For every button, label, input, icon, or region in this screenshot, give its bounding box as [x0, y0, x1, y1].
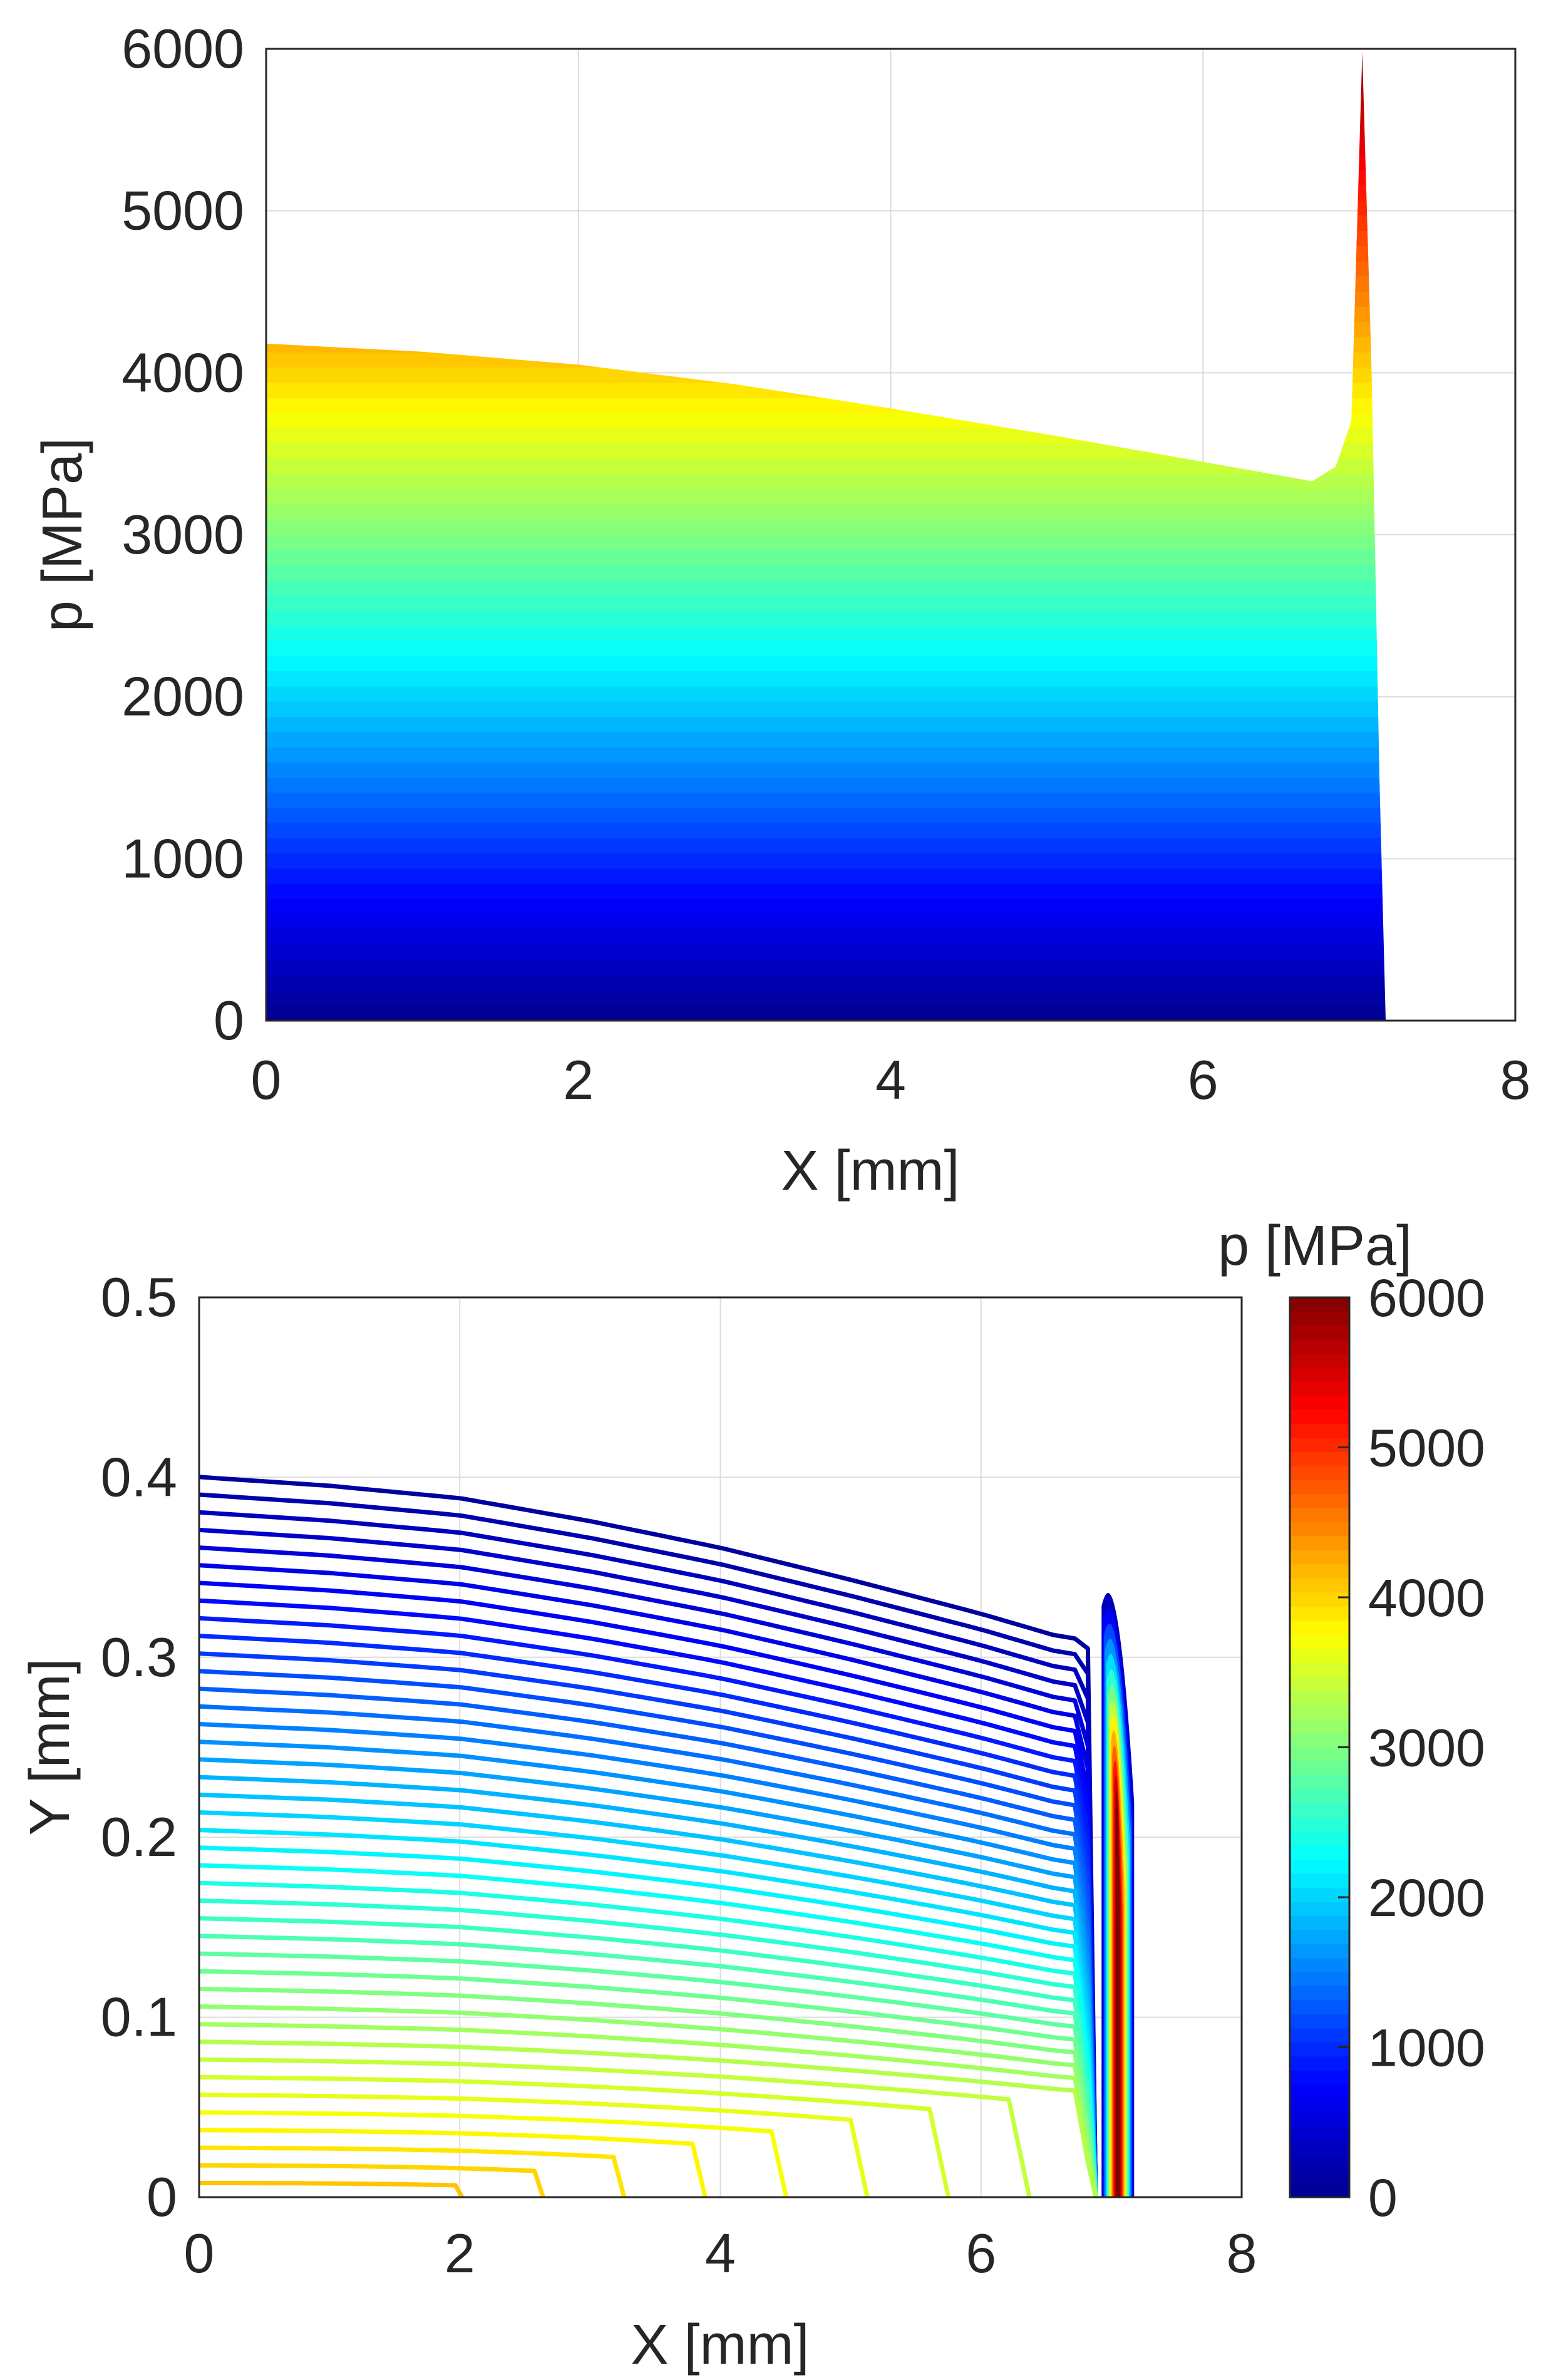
contour-line: [199, 1810, 1098, 2197]
y-tick-label: 0: [147, 2166, 177, 2228]
axes-box-1: [265, 48, 1517, 1022]
contour-line: [199, 2163, 545, 2197]
colorbar-tick-label: 2000: [1368, 1868, 1485, 1927]
y-tick-label: 4000: [121, 341, 244, 403]
colorbar-ticks: 0 1000 2000 3000 4000 5000 6000: [1338, 1269, 1485, 2227]
contour-line: [199, 1863, 1098, 2197]
contour-line: [199, 1580, 1098, 2197]
colorbar-tick-label: 0: [1368, 2168, 1398, 2227]
contour-line: [199, 1492, 1098, 2197]
contour-line: [199, 1527, 1098, 2197]
x-tick-label: 8: [1500, 1049, 1531, 1111]
contour-line: [199, 1880, 1098, 2197]
y-tick-label: 5000: [121, 180, 244, 242]
y-tick-label: 0.5: [101, 1266, 177, 1328]
ticks-2: 0 2 4 6 8 0 0.1 0.2 0.3 0.4 0.5: [101, 1266, 1257, 2284]
y-tick-label: 0.1: [101, 1986, 177, 2048]
contour-line: [199, 1510, 1098, 2197]
colorbar-tick-label: 5000: [1368, 1419, 1485, 1478]
x-tick-label: 2: [445, 2222, 475, 2284]
contour-line: [199, 1722, 1098, 2197]
contour-line: [199, 1951, 1098, 2197]
x-tick-label: 0: [184, 2222, 215, 2284]
contour-line: [199, 1986, 1098, 2197]
pressure-area: [266, 52, 1386, 1021]
y-tick-label: 2000: [121, 666, 244, 728]
contour-line: [199, 2022, 1098, 2197]
contour-line: [199, 1563, 1098, 2197]
y-axis-label-1: p [MPa]: [31, 438, 94, 632]
axes-box-2: [198, 1296, 1243, 2198]
colorbar-tick-label: 1000: [1368, 2019, 1485, 2078]
contour-line: [199, 2057, 1032, 2197]
contour-line: [199, 2110, 789, 2197]
x-tick-label: 2: [563, 1049, 594, 1111]
ticks-1: 0 2 4 6 8 0 1000 2000 3000 4000 5000 6000: [121, 18, 1530, 1111]
contour-line: [199, 1615, 1098, 2197]
contour-line: [199, 2004, 1098, 2197]
contour-line: [199, 1916, 1098, 2197]
contour-line: [199, 1686, 1098, 2197]
contour-line: [199, 2180, 464, 2197]
y-tick-label: 0.3: [101, 1626, 177, 1688]
contour-line: [199, 1792, 1098, 2197]
y-tick-label: 1000: [121, 827, 244, 889]
y-tick-label: 0: [214, 989, 244, 1051]
x-tick-label: 6: [1188, 1049, 1218, 1111]
contour-line: [199, 1845, 1098, 2197]
x-axis-label-1: X [mm]: [781, 1140, 960, 1202]
y-tick-label: 0.4: [101, 1446, 177, 1508]
y-tick-label: 0.2: [101, 1806, 177, 1868]
contour-line: [199, 1969, 1098, 2197]
contour-line: [199, 1757, 1098, 2197]
contour-line: [199, 2128, 708, 2197]
contour-line: [199, 2074, 951, 2197]
y-tick-label: 6000: [121, 18, 244, 80]
contour-line: [199, 1739, 1098, 2197]
contour-line: [199, 1898, 1098, 2197]
contour-line: [199, 1598, 1098, 2197]
contour-line: [199, 1828, 1098, 2197]
x-axis-label-2: X [mm]: [631, 2314, 810, 2376]
contour-line: [199, 2039, 1098, 2197]
colorbar-tick-label: 4000: [1368, 1569, 1485, 1627]
colorbar-label: p [MPa]: [1218, 1215, 1412, 1277]
x-tick-label: 8: [1227, 2222, 1257, 2284]
contour-line: [199, 1775, 1098, 2197]
spike-band: [1115, 1791, 1121, 2197]
contour-line: [199, 2093, 870, 2197]
contour-line: [199, 2145, 627, 2197]
contour-line: [199, 1669, 1098, 2197]
y-axis-label-2: Y [mm]: [19, 1658, 81, 1835]
panel-pressure-profile: 0 2 4 6 8 0 1000 2000 3000 4000 5000 6000 X [mm] p …: [31, 18, 1530, 1202]
contour-line: [199, 1934, 1098, 2197]
pressure-spike-region: [1101, 1592, 1135, 2197]
y-tick-label: 3000: [121, 503, 244, 565]
panel-pressure-contour: 0 2 4 6 8 0 0.1 0.2 0.3 0.4 0.5 X [mm] Y [mm] 0 100…: [19, 1215, 1485, 2376]
x-tick-label: 0: [251, 1049, 282, 1111]
x-tick-label: 4: [705, 2222, 736, 2284]
contour-line: [199, 1651, 1098, 2197]
contour-line: [199, 1475, 1098, 2197]
x-tick-label: 4: [875, 1049, 906, 1111]
x-tick-label: 6: [966, 2222, 996, 2284]
colorbar-tick-label: 6000: [1368, 1269, 1485, 1327]
contour-line: [199, 1545, 1098, 2197]
contour-lines: [199, 1475, 1098, 2197]
contour-line: [199, 1704, 1098, 2197]
colorbar: 0 1000 2000 3000 4000 5000 6000 p [MPa]: [1218, 1215, 1485, 2227]
contour-line: [199, 1634, 1098, 2197]
colorbar-tick-label: 3000: [1368, 1719, 1485, 1778]
